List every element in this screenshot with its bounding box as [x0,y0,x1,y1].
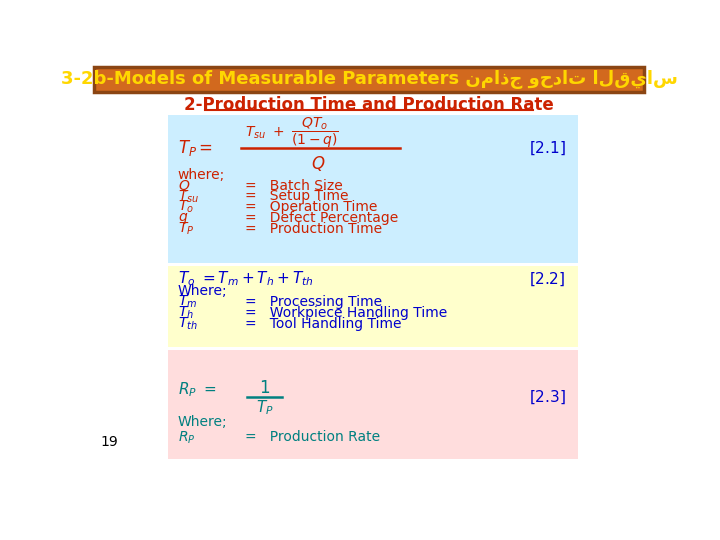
Text: $q$: $q$ [178,211,188,226]
Text: 19: 19 [101,435,118,449]
Text: $R_P\ =$: $R_P\ =$ [178,380,216,399]
Text: $R_P$: $R_P$ [178,429,195,445]
Text: 2-Production Time and Production Rate: 2-Production Time and Production Rate [184,96,554,114]
Text: $T_o$: $T_o$ [178,199,194,215]
FancyBboxPatch shape [168,115,578,262]
Text: $T_P$: $T_P$ [256,398,273,417]
Text: 3-2b-Models of Measurable Parameters نماذج وحدات القياس: 3-2b-Models of Measurable Parameters نما… [60,70,678,89]
Text: $T_o\ =T_m+T_h+T_{th}$: $T_o\ =T_m+T_h+T_{th}$ [178,269,313,288]
Text: =   Workpiece Handling Time: = Workpiece Handling Time [245,306,447,320]
Text: =   Production Rate: = Production Rate [245,430,380,444]
Text: $T_{su}\ +\ \dfrac{QT_o}{(1-q)}$: $T_{su}\ +\ \dfrac{QT_o}{(1-q)}$ [245,115,338,150]
Text: =   Defect Percentage: = Defect Percentage [245,211,398,225]
Text: $T_h$: $T_h$ [178,305,194,321]
Text: =   Batch Size: = Batch Size [245,179,343,193]
Text: Where;: Where; [178,415,228,429]
Text: $T_m$: $T_m$ [178,294,197,310]
Text: $[2.1]$: $[2.1]$ [528,139,566,157]
FancyBboxPatch shape [168,266,578,347]
Text: =   Operation Time: = Operation Time [245,200,377,214]
Text: $[2.3]$: $[2.3]$ [528,389,566,406]
Text: $Q$: $Q$ [312,154,326,173]
Text: =   Production Time: = Production Time [245,222,382,236]
Text: where;: where; [178,168,225,182]
Text: Where;: Where; [178,284,228,298]
Text: $[2.2]$: $[2.2]$ [529,270,565,288]
FancyBboxPatch shape [94,67,644,92]
Text: =   Processing Time: = Processing Time [245,295,382,309]
Text: $T_{su}$: $T_{su}$ [178,188,199,205]
Text: $T_{th}$: $T_{th}$ [178,315,197,332]
Text: $T_P =$: $T_P =$ [178,138,212,158]
Text: =   Tool Handling Time: = Tool Handling Time [245,316,402,330]
Text: =   Setup Time: = Setup Time [245,190,348,204]
Text: $T_P$: $T_P$ [178,221,194,237]
Text: $1$: $1$ [258,379,270,397]
Text: $Q$: $Q$ [178,178,190,193]
FancyBboxPatch shape [168,350,578,459]
